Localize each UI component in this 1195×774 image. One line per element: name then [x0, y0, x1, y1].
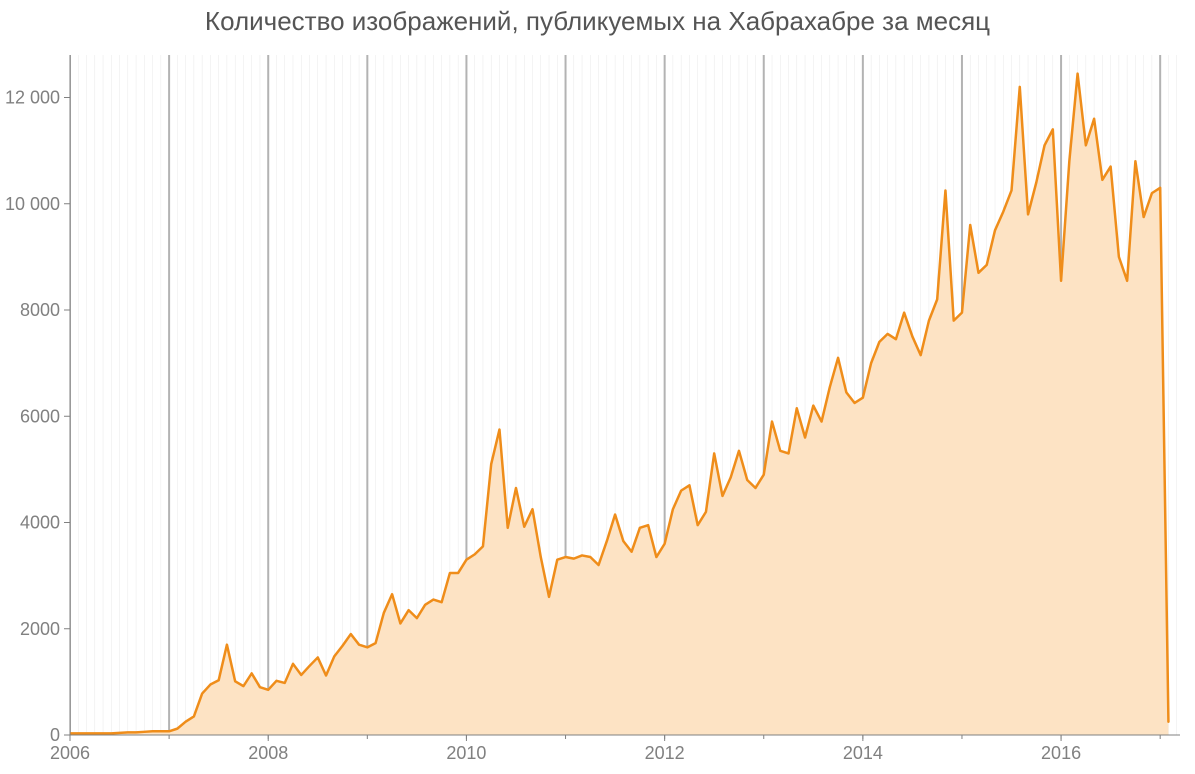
x-tick-label: 2010	[446, 743, 486, 763]
x-tick-label: 2006	[50, 743, 90, 763]
x-tick-label: 2008	[248, 743, 288, 763]
y-tick-label: 10 000	[5, 194, 60, 214]
y-tick-label: 12 000	[5, 88, 60, 108]
y-tick-label: 6000	[20, 406, 60, 426]
chart-container: Количество изображений, публикуемых на Х…	[0, 0, 1195, 774]
y-tick-label: 2000	[20, 619, 60, 639]
x-tick-label: 2012	[645, 743, 685, 763]
x-tick-label: 2014	[843, 743, 883, 763]
y-tick-label: 0	[50, 725, 60, 745]
x-tick-label: 2016	[1041, 743, 1081, 763]
y-tick-label: 4000	[20, 513, 60, 533]
y-tick-label: 8000	[20, 300, 60, 320]
area-chart: 2006 2008 2010 2012 2014 2016 0 2000 4000 6000 800…	[0, 0, 1195, 774]
